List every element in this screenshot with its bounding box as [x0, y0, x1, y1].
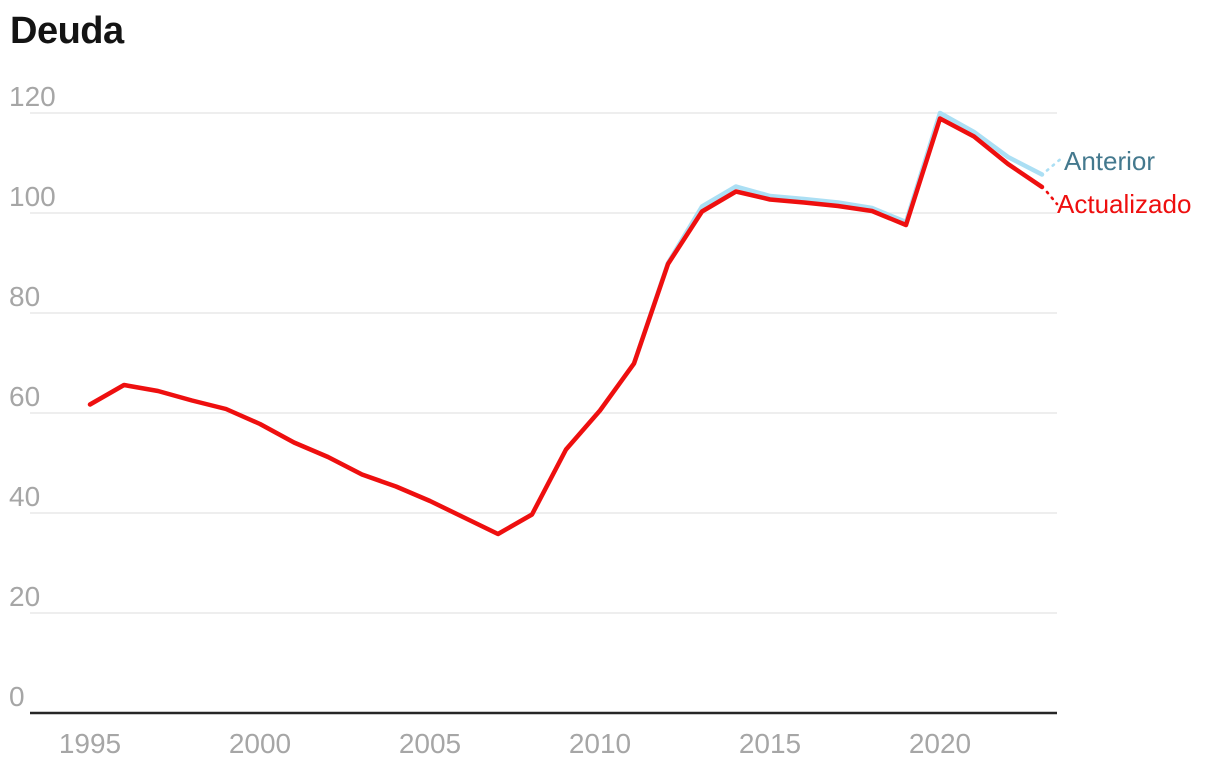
y-tick-label: 0 [9, 681, 25, 712]
series-line-actualizado [87, 116, 1045, 537]
y-tick-label: 20 [9, 581, 40, 612]
y-tick-label: 120 [9, 81, 56, 112]
series-label-anterior: Anterior [1064, 146, 1156, 176]
x-tick-label: 1995 [59, 728, 121, 759]
series-label-actualizado: Actualizado [1057, 189, 1192, 219]
x-tick-label: 2020 [909, 728, 971, 759]
connector-anterior [1045, 158, 1062, 172]
y-tick-label: 60 [9, 381, 40, 412]
y-tick-label: 40 [9, 481, 40, 512]
x-tick-label: 2015 [739, 728, 801, 759]
y-tick-label: 80 [9, 281, 40, 312]
series-line-anterior [631, 110, 1045, 366]
y-tick-label: 100 [9, 181, 56, 212]
x-tick-label: 2000 [229, 728, 291, 759]
connector-actualizado [1045, 190, 1059, 206]
chart-title: Deuda [10, 10, 124, 52]
x-tick-label: 2010 [569, 728, 631, 759]
x-tick-label: 2005 [399, 728, 461, 759]
